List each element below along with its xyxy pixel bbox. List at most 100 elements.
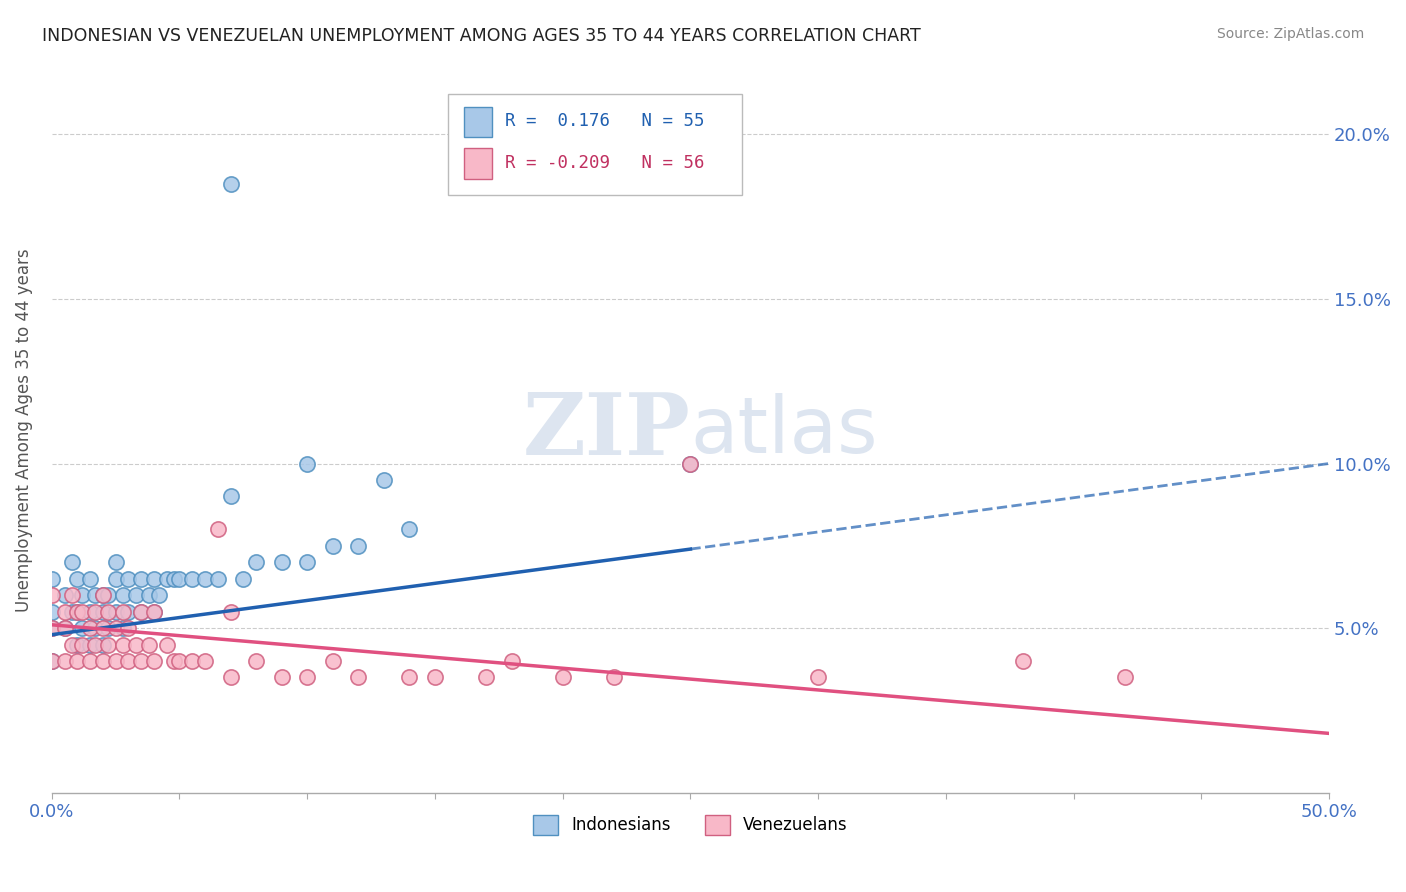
Point bbox=[41, 621, 63, 635]
Point bbox=[97, 605, 120, 619]
Point bbox=[72, 588, 94, 602]
Point bbox=[72, 621, 94, 635]
Point bbox=[219, 490, 242, 504]
Point bbox=[125, 638, 148, 652]
Point bbox=[142, 605, 165, 619]
Point bbox=[398, 522, 420, 536]
Point bbox=[207, 522, 229, 536]
Point bbox=[53, 621, 76, 635]
Point bbox=[41, 621, 63, 635]
Point bbox=[112, 621, 135, 635]
Point bbox=[551, 670, 574, 684]
Point bbox=[232, 572, 254, 586]
Point bbox=[104, 605, 127, 619]
Point bbox=[60, 605, 83, 619]
Point bbox=[245, 654, 267, 668]
Point bbox=[807, 670, 830, 684]
Point bbox=[91, 654, 114, 668]
Point bbox=[91, 621, 114, 635]
Point bbox=[347, 670, 370, 684]
Point bbox=[156, 638, 179, 652]
Point bbox=[53, 621, 76, 635]
Point bbox=[322, 539, 344, 553]
Point bbox=[219, 605, 242, 619]
Point bbox=[501, 654, 523, 668]
Point bbox=[72, 605, 94, 619]
Point bbox=[129, 605, 152, 619]
Text: R =  0.176   N = 55: R = 0.176 N = 55 bbox=[505, 112, 704, 130]
Point bbox=[117, 605, 139, 619]
Point bbox=[169, 572, 191, 586]
Point bbox=[1011, 654, 1033, 668]
Point bbox=[79, 605, 101, 619]
Point bbox=[41, 654, 63, 668]
Point bbox=[322, 654, 344, 668]
Point bbox=[91, 588, 114, 602]
Point bbox=[297, 670, 319, 684]
Point bbox=[297, 555, 319, 569]
Point bbox=[423, 670, 446, 684]
Point bbox=[163, 654, 186, 668]
Point bbox=[112, 638, 135, 652]
Point bbox=[91, 638, 114, 652]
Point bbox=[84, 588, 107, 602]
Point bbox=[181, 654, 204, 668]
Point bbox=[142, 654, 165, 668]
Point bbox=[156, 572, 179, 586]
Point bbox=[129, 654, 152, 668]
Point bbox=[41, 654, 63, 668]
Point bbox=[125, 588, 148, 602]
Point bbox=[66, 572, 89, 586]
Point bbox=[41, 588, 63, 602]
Point bbox=[475, 670, 498, 684]
Bar bbox=[464, 107, 492, 137]
Point bbox=[297, 457, 319, 471]
Point bbox=[245, 555, 267, 569]
Point bbox=[219, 670, 242, 684]
Point bbox=[97, 588, 120, 602]
Point bbox=[60, 638, 83, 652]
Y-axis label: Unemployment Among Ages 35 to 44 years: Unemployment Among Ages 35 to 44 years bbox=[15, 249, 32, 613]
Point bbox=[104, 654, 127, 668]
Point bbox=[194, 572, 217, 586]
Point bbox=[219, 177, 242, 191]
Point bbox=[104, 621, 127, 635]
Point bbox=[79, 654, 101, 668]
Point bbox=[129, 572, 152, 586]
Point bbox=[53, 654, 76, 668]
Point bbox=[91, 588, 114, 602]
Text: atlas: atlas bbox=[690, 392, 877, 468]
Point bbox=[373, 473, 395, 487]
Point bbox=[398, 670, 420, 684]
Text: ZIP: ZIP bbox=[523, 389, 690, 473]
Legend: Indonesians, Venezuelans: Indonesians, Venezuelans bbox=[533, 814, 848, 835]
Point bbox=[112, 588, 135, 602]
Text: INDONESIAN VS VENEZUELAN UNEMPLOYMENT AMONG AGES 35 TO 44 YEARS CORRELATION CHAR: INDONESIAN VS VENEZUELAN UNEMPLOYMENT AM… bbox=[42, 27, 921, 45]
Point bbox=[163, 572, 186, 586]
Point bbox=[79, 572, 101, 586]
Point bbox=[66, 654, 89, 668]
Point bbox=[41, 605, 63, 619]
Point bbox=[104, 555, 127, 569]
Point bbox=[117, 654, 139, 668]
Point bbox=[91, 605, 114, 619]
Point bbox=[84, 638, 107, 652]
Point bbox=[679, 457, 702, 471]
Point bbox=[207, 572, 229, 586]
Point bbox=[603, 670, 626, 684]
Point bbox=[66, 638, 89, 652]
Point bbox=[138, 588, 160, 602]
Point bbox=[679, 457, 702, 471]
Point bbox=[142, 572, 165, 586]
Point bbox=[117, 572, 139, 586]
Point bbox=[104, 572, 127, 586]
Point bbox=[53, 605, 76, 619]
Point bbox=[84, 605, 107, 619]
Point bbox=[97, 638, 120, 652]
Point bbox=[84, 621, 107, 635]
Bar bbox=[464, 148, 492, 178]
Point bbox=[66, 605, 89, 619]
Point bbox=[117, 621, 139, 635]
Text: Source: ZipAtlas.com: Source: ZipAtlas.com bbox=[1216, 27, 1364, 41]
Point bbox=[79, 621, 101, 635]
